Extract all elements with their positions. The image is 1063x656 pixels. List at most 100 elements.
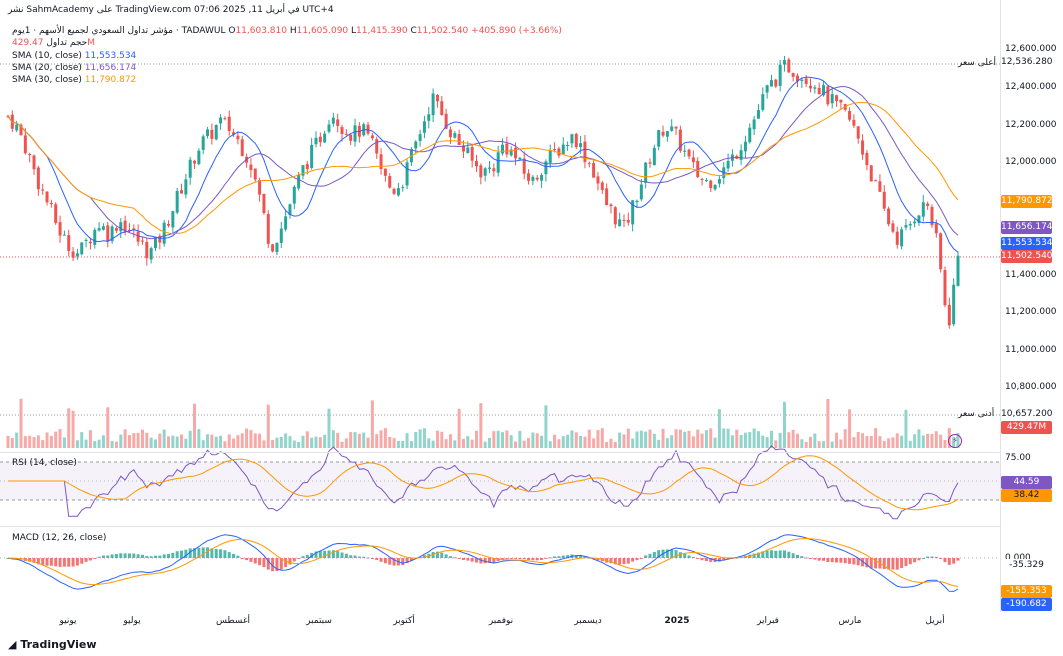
candle-body (336, 119, 340, 126)
macd-hist-bar (488, 558, 492, 563)
volume-bar (418, 429, 422, 448)
candle-body (127, 229, 131, 231)
macd-hist-bar (110, 554, 114, 558)
macd-hist-bar (288, 558, 292, 565)
macd-hist-bar (613, 558, 617, 565)
volume-bar (323, 434, 327, 448)
ohlc-h-label: H (289, 26, 297, 36)
volume-bar (527, 438, 531, 448)
volume-bar (509, 435, 513, 448)
candle-body (140, 240, 144, 242)
publish-line: نشر SahmAcademy على TradingView.com في أ… (8, 5, 334, 15)
axis-label: 12,000.000 (1005, 157, 1057, 167)
volume-bar (114, 441, 118, 448)
macd-hist-bar (175, 551, 179, 558)
volume-bar (900, 435, 904, 448)
volume-bar (835, 432, 839, 448)
candle-body (748, 127, 752, 143)
macd-hist-bar (778, 550, 782, 558)
candle-body (427, 114, 431, 121)
candle-body (752, 119, 756, 130)
volume-bar (852, 437, 856, 448)
volume-bar (574, 432, 578, 448)
candle-body (579, 143, 583, 148)
macd-hist-bar (657, 550, 661, 558)
volume-bar (908, 440, 912, 448)
volume-bar (566, 434, 570, 448)
x-label: ديسمبر (574, 616, 602, 626)
volume-bar (822, 441, 826, 448)
macd-hist-bar (188, 548, 192, 558)
candle-body (41, 189, 45, 191)
candle-body (874, 180, 878, 182)
macd-hist-bar (206, 547, 210, 558)
candle-body (344, 133, 348, 135)
candle-body (275, 242, 279, 253)
macd-hist-bar (644, 555, 648, 558)
candle-body (900, 229, 904, 247)
candle-body (435, 94, 439, 102)
candle-body (800, 79, 804, 82)
volume-bar (97, 439, 101, 448)
price-chart[interactable] (0, 0, 1000, 612)
macd-hist-bar (162, 554, 166, 558)
volume-bar (470, 439, 474, 448)
volume-bar (518, 430, 522, 448)
macd-hist-bar (84, 558, 88, 562)
pane-divider-rsi (0, 452, 1000, 453)
x-label: أبريل (925, 616, 945, 626)
symbol-name: مؤشر تداول السعودي لجميع الأسهم · 1يوم ·… (12, 26, 226, 36)
axis-label: 11,000.000 (1005, 345, 1057, 355)
macd-hist-bar (691, 556, 695, 558)
candle-body (761, 94, 765, 110)
volume-bar (531, 432, 535, 448)
sma30-legend: SMA (30, close) 11,790.872 (12, 74, 136, 86)
volume-bar (49, 435, 53, 448)
candle-body (553, 149, 557, 151)
candle-body (839, 99, 843, 103)
volume-bar (739, 435, 743, 448)
candle-body (852, 119, 856, 126)
volume-bar (661, 428, 665, 448)
volume-bar (201, 440, 205, 448)
macd-hist-bar (891, 558, 895, 570)
volume-bar (943, 439, 947, 448)
candle-body (739, 150, 743, 160)
sma10-legend: SMA (10, close) 11,553.534 (12, 50, 136, 62)
macd-hist-bar (210, 548, 214, 558)
candle-body (765, 85, 769, 93)
volume-bar (101, 435, 105, 448)
candle-body (804, 78, 808, 85)
candle-body (926, 203, 930, 206)
candle-body (622, 219, 626, 221)
macd-hist-bar (618, 558, 622, 565)
volume-bar (392, 438, 396, 448)
macd-hist-bar (795, 554, 799, 558)
flash-icon[interactable]: ⚡ (948, 434, 962, 448)
candle-body (457, 133, 461, 145)
macd-hist-bar (635, 558, 639, 561)
candle-body (778, 64, 782, 86)
ohlc-l-value: 11,415.390 (356, 26, 408, 36)
candle-body (375, 139, 379, 154)
macd-hist-bar (544, 558, 548, 559)
macd-hist-bar (566, 555, 570, 558)
macd-hist-bar (895, 558, 899, 570)
volume-bar (62, 437, 66, 448)
macd-hist-bar (869, 558, 873, 569)
volume-bar (223, 441, 227, 448)
candle-body (626, 219, 630, 223)
candle-body (861, 140, 865, 155)
candle-body (327, 124, 331, 132)
macd-hist-bar (930, 556, 934, 558)
macd-line (7, 534, 959, 592)
volume-bar (375, 434, 379, 448)
tradingview-logo[interactable]: ◢ TradingView (8, 638, 97, 651)
macd-hist-bar (362, 556, 366, 558)
candle-body (236, 135, 240, 140)
macd-hist-bar (583, 556, 587, 558)
volume-bar (240, 433, 244, 448)
volume-legend: حجم تداول 429.47M (12, 37, 95, 49)
volume-bar (761, 435, 765, 448)
macd-hist-bar (492, 558, 496, 563)
